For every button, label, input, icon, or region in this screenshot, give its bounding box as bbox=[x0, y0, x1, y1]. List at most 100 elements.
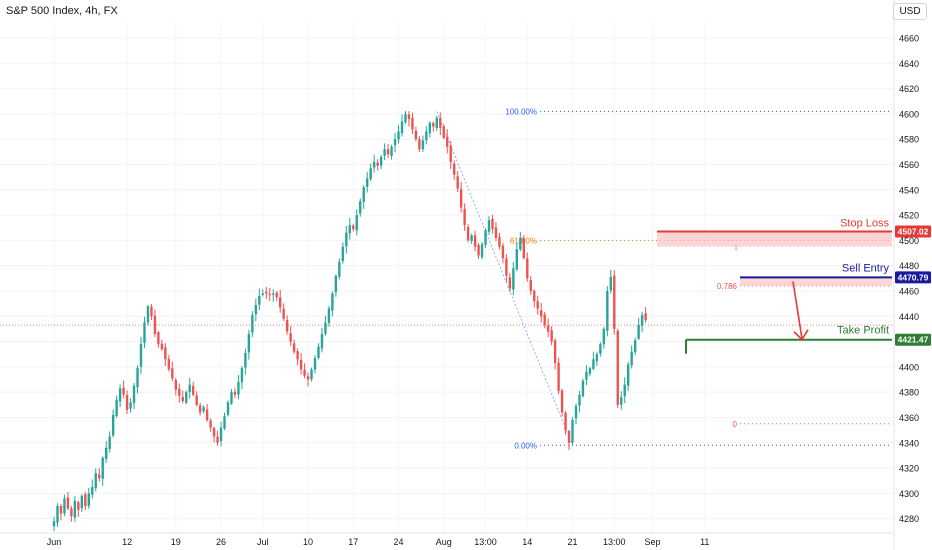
candle-body bbox=[212, 427, 216, 437]
take-profit-label: Take Profit bbox=[837, 325, 889, 337]
candle-body bbox=[285, 319, 289, 332]
candle-body bbox=[397, 131, 400, 140]
candle-body bbox=[219, 427, 223, 442]
currency-selector[interactable]: USD bbox=[893, 3, 927, 20]
candle-body bbox=[195, 395, 198, 405]
candle-body bbox=[52, 521, 56, 527]
candle-body bbox=[313, 358, 317, 370]
candle-body bbox=[348, 225, 351, 234]
candle-body bbox=[139, 344, 143, 367]
candle-body bbox=[289, 333, 292, 342]
grid-lines bbox=[0, 22, 894, 533]
candle-body bbox=[515, 249, 519, 270]
candle-body bbox=[244, 352, 247, 368]
candle-body bbox=[355, 215, 358, 231]
price-tick-label: 4600 bbox=[899, 109, 919, 119]
candle-body bbox=[292, 343, 296, 352]
candle-body bbox=[341, 246, 345, 261]
candle-body bbox=[167, 358, 171, 370]
price-tick-label: 4400 bbox=[899, 362, 919, 372]
candle-body bbox=[546, 325, 550, 332]
price-tick-label: 4640 bbox=[899, 59, 919, 69]
candle-body bbox=[282, 308, 285, 319]
stop-loss-price-badge: 4507.02 bbox=[898, 226, 929, 236]
candle-body bbox=[150, 306, 153, 317]
candle-body bbox=[317, 346, 320, 358]
candle-body bbox=[453, 163, 456, 175]
candle-body bbox=[366, 178, 369, 187]
time-tick-label: 13:00 bbox=[474, 537, 497, 547]
candle-body bbox=[498, 236, 501, 247]
candle-body bbox=[352, 225, 355, 229]
time-tick-label: Jul bbox=[257, 537, 269, 547]
candle-body bbox=[91, 487, 94, 495]
candle-body bbox=[174, 380, 177, 390]
candle-body bbox=[132, 385, 136, 404]
candle-body bbox=[404, 113, 407, 123]
candle-body bbox=[588, 368, 592, 374]
candle-body bbox=[84, 494, 87, 507]
candle-body bbox=[379, 156, 383, 166]
candle-body bbox=[185, 392, 188, 403]
candle-body bbox=[254, 304, 258, 315]
fib-level-label: 100.00% bbox=[505, 107, 537, 116]
candle-body bbox=[414, 130, 418, 140]
candle-body bbox=[428, 122, 432, 134]
price-tick-label: 4480 bbox=[899, 261, 919, 271]
candle-body bbox=[484, 230, 487, 245]
candle-body bbox=[115, 399, 118, 416]
candle-body bbox=[529, 280, 532, 291]
candle-body bbox=[265, 291, 268, 294]
candle-body bbox=[56, 506, 59, 523]
candle-body bbox=[418, 139, 421, 150]
candle-body bbox=[202, 407, 205, 412]
candle-body bbox=[376, 162, 379, 166]
candle-body bbox=[188, 384, 191, 393]
candle-body bbox=[111, 414, 115, 436]
candle-body bbox=[571, 420, 574, 443]
candle-body bbox=[592, 359, 595, 369]
candle-body bbox=[178, 388, 181, 396]
candle-body bbox=[560, 390, 564, 413]
candle-body bbox=[640, 315, 644, 326]
candle-body bbox=[125, 394, 129, 410]
candle-body bbox=[181, 396, 184, 402]
candle-body bbox=[143, 322, 146, 343]
candle-body bbox=[230, 392, 233, 404]
candle-body bbox=[567, 431, 571, 443]
level-labels: Stop Loss Sell Entry Take Profit 4507.02 447… bbox=[837, 217, 931, 346]
candle-body bbox=[146, 306, 150, 323]
candle-body bbox=[160, 343, 164, 350]
candle-body bbox=[609, 277, 612, 291]
candle-body bbox=[519, 237, 522, 250]
candle-body bbox=[299, 360, 303, 370]
candle-body bbox=[477, 245, 480, 256]
price-tick-label: 4360 bbox=[899, 413, 919, 423]
candle-body bbox=[66, 497, 70, 509]
candle-body bbox=[595, 354, 599, 362]
candle-body bbox=[390, 146, 393, 156]
candle-body bbox=[463, 208, 466, 226]
candle-body bbox=[157, 332, 160, 345]
candle-body bbox=[459, 189, 463, 208]
candle-body bbox=[226, 402, 230, 415]
candle-body bbox=[80, 495, 84, 509]
candle-body bbox=[87, 493, 90, 506]
candle-body bbox=[620, 397, 623, 405]
candle-body bbox=[118, 388, 122, 402]
candle-body bbox=[296, 351, 299, 360]
sell-entry-price-badge-bg bbox=[895, 271, 931, 284]
candle-body bbox=[261, 293, 264, 295]
candle-body bbox=[122, 387, 125, 395]
take-profit-price-badge-bg bbox=[895, 333, 931, 346]
candle-body bbox=[522, 238, 525, 259]
candle-body bbox=[627, 364, 630, 386]
time-tick-label: 13:00 bbox=[603, 537, 626, 547]
candle-body bbox=[439, 117, 442, 128]
candle-body bbox=[105, 447, 108, 459]
candle-body bbox=[331, 293, 334, 311]
candle-body bbox=[240, 368, 244, 383]
candle-body bbox=[70, 508, 73, 517]
candle-body bbox=[470, 235, 473, 242]
